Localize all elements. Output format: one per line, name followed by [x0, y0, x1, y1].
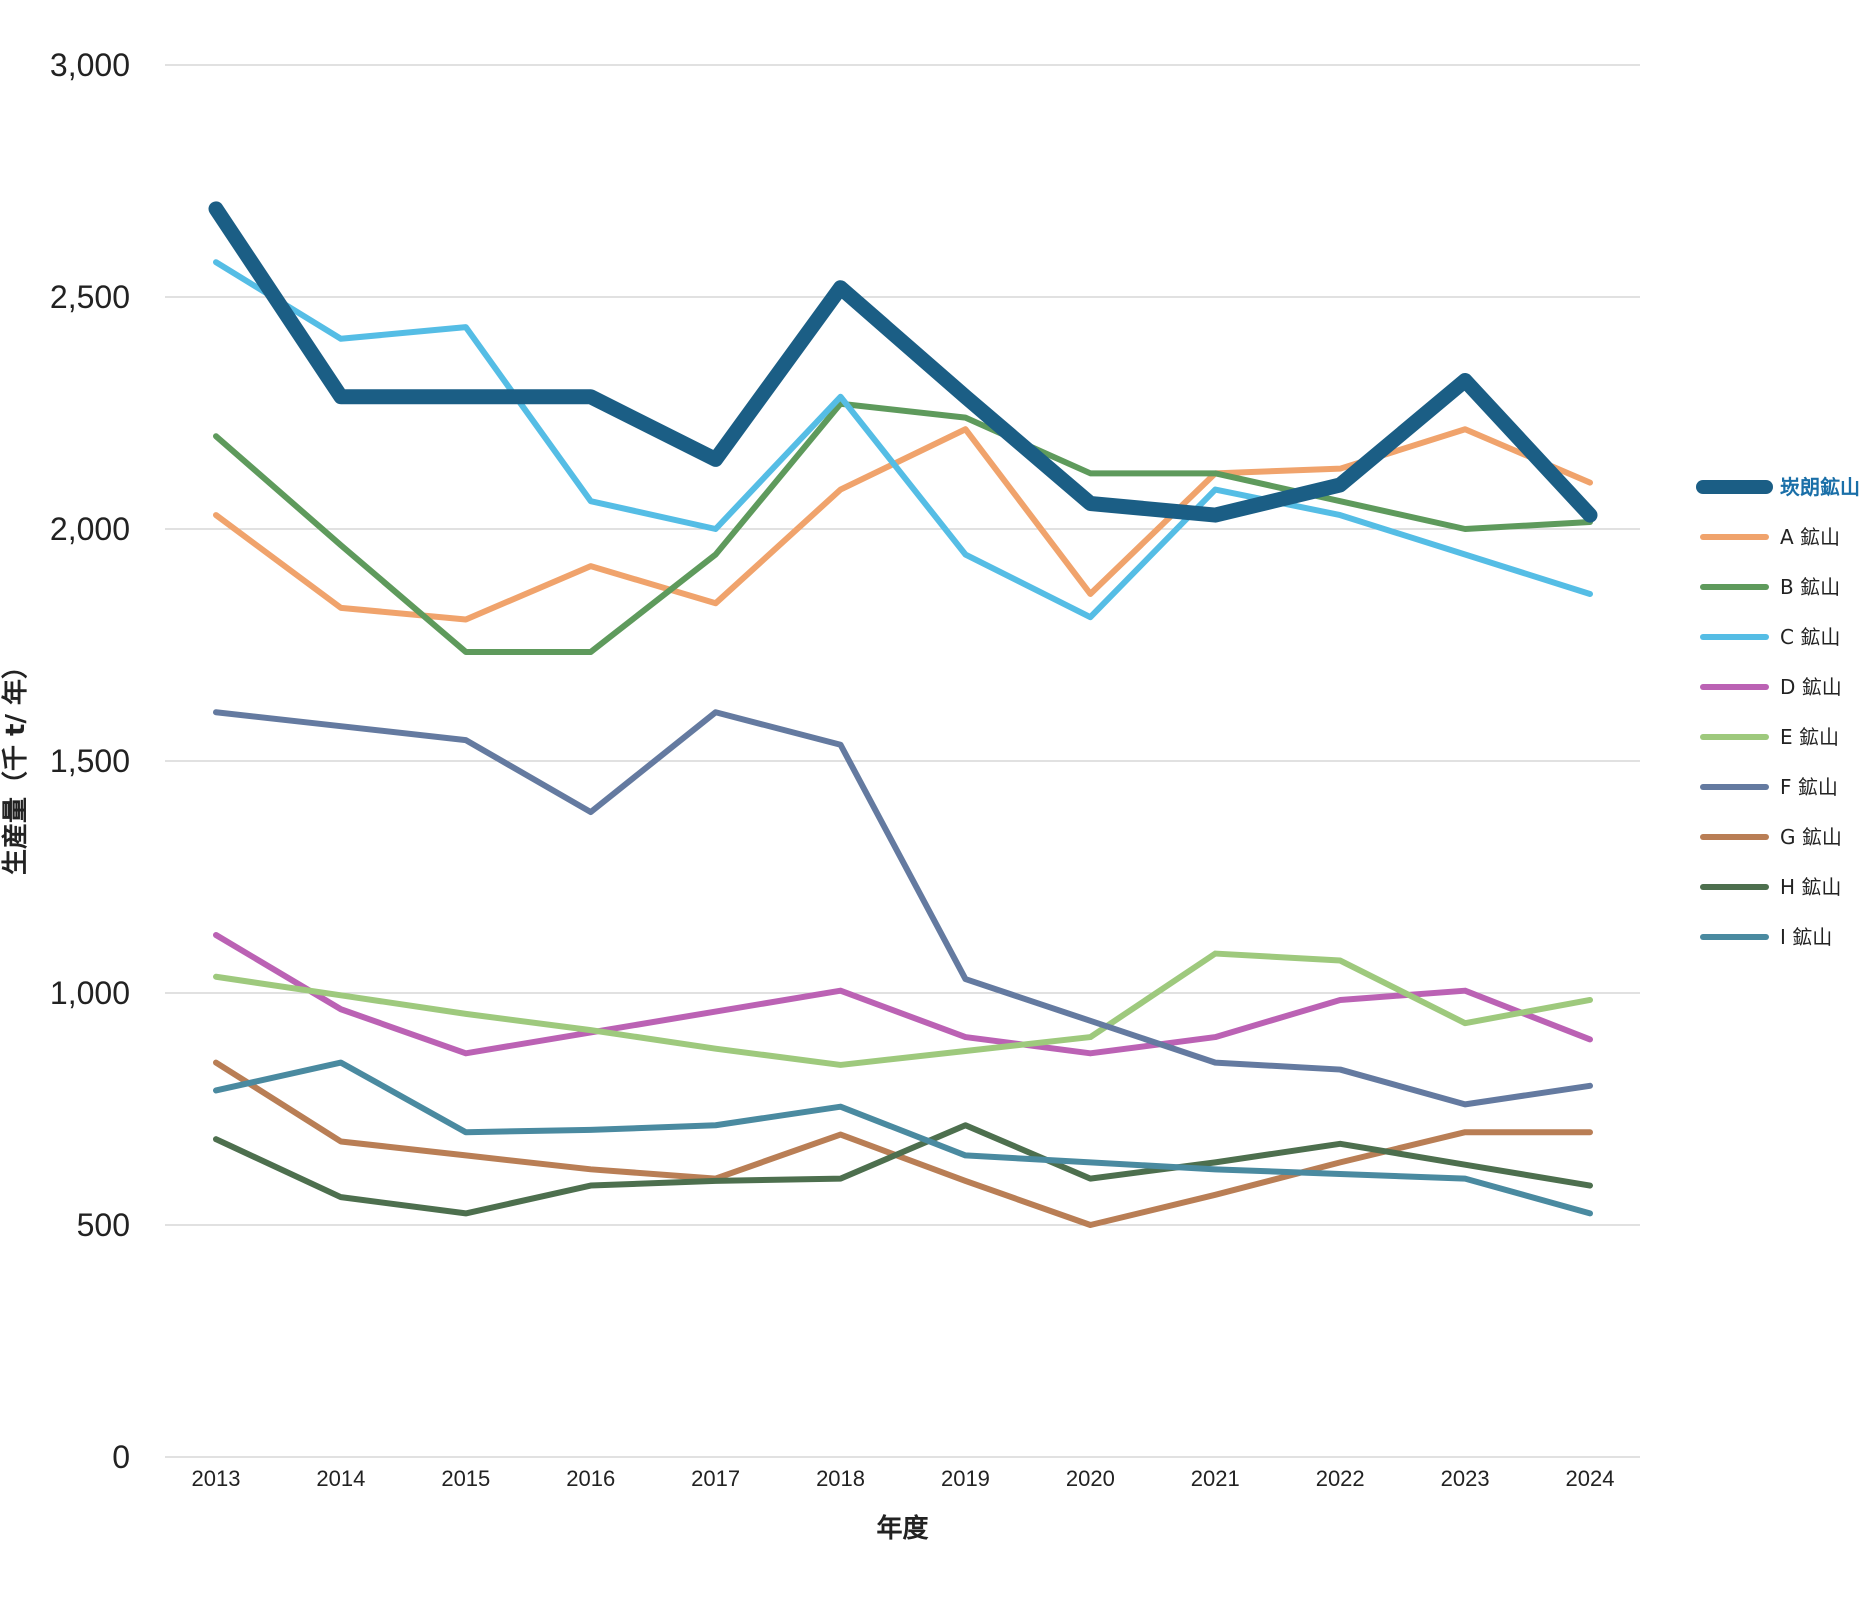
x-tick-label: 2017: [691, 1466, 740, 1491]
x-tick-label: 2023: [1441, 1466, 1490, 1491]
legend-label: G 鉱山: [1780, 825, 1842, 849]
y-tick-label: 3,000: [50, 47, 130, 83]
legend-label: H 鉱山: [1780, 875, 1841, 899]
legend-item: D 鉱山: [1700, 675, 1842, 699]
series-line-4: [213, 932, 1593, 1057]
legend-item: C 鉱山: [1700, 625, 1840, 649]
legend-label: F 鉱山: [1780, 775, 1838, 799]
series-lines: [208, 201, 1598, 1228]
series-line-5: [213, 950, 1593, 1068]
x-tick-label: 2014: [316, 1466, 365, 1491]
legend-label: E 鉱山: [1780, 725, 1839, 749]
legend-item: 崁朗鉱山: [1696, 475, 1860, 499]
series-line-2: [213, 400, 1593, 655]
y-tick-label: 1,000: [50, 975, 130, 1011]
legend-item: F 鉱山: [1700, 775, 1838, 799]
x-tick-label: 2020: [1066, 1466, 1115, 1491]
x-axis-ticks: 2013 2014 2015 2016 2017 2018 2019 2020 2021 2022…: [192, 1466, 1615, 1491]
legend-label: I 鉱山: [1780, 925, 1832, 949]
y-tick-label: 0: [112, 1439, 130, 1475]
y-axis-ticks: 0 500 1,000 1,500 2,000 2,500 3,000: [50, 47, 130, 1475]
x-tick-label: 2018: [816, 1466, 865, 1491]
x-tick-label: 2024: [1566, 1466, 1615, 1491]
legend-label: C 鉱山: [1780, 625, 1840, 649]
series-line-8: [213, 1122, 1593, 1217]
series-line-7: [213, 1059, 1593, 1228]
x-tick-label: 2016: [566, 1466, 615, 1491]
series-line-6: [213, 709, 1593, 1108]
legend-item: G 鉱山: [1700, 825, 1842, 849]
legend-item: E 鉱山: [1700, 725, 1839, 749]
y-tick-label: 2,000: [50, 511, 130, 547]
x-tick-label: 2021: [1191, 1466, 1240, 1491]
y-tick-label: 500: [77, 1207, 130, 1243]
legend-label: 崁朗鉱山: [1780, 475, 1860, 499]
series-line-0: [208, 201, 1598, 523]
legend: 崁朗鉱山 A 鉱山 B 鉱山 C 鉱山 D 鉱山 E 鉱山 F 鉱山 G 鉱山 H 鉱山 I 鉱山: [1696, 475, 1860, 949]
legend-item: B 鉱山: [1700, 575, 1840, 599]
series-line-3: [213, 259, 1593, 621]
x-tick-label: 2019: [941, 1466, 990, 1491]
series-line-9: [213, 1059, 1593, 1217]
legend-item: H 鉱山: [1700, 875, 1841, 899]
legend-item: I 鉱山: [1700, 925, 1832, 949]
grid-lines: [165, 64, 1640, 1458]
y-axis-label: 生産量（千 t/ 年）: [0, 653, 31, 875]
legend-label: B 鉱山: [1780, 575, 1840, 599]
x-tick-label: 2022: [1316, 1466, 1365, 1491]
y-tick-label: 2,500: [50, 279, 130, 315]
legend-label: D 鉱山: [1780, 675, 1842, 699]
x-tick-label: 2015: [441, 1466, 490, 1491]
x-axis-label: 年度: [876, 1513, 928, 1544]
y-tick-label: 1,500: [50, 743, 130, 779]
x-tick-label: 2013: [192, 1466, 241, 1491]
legend-label: A 鉱山: [1780, 525, 1840, 549]
legend-item: A 鉱山: [1700, 525, 1840, 549]
